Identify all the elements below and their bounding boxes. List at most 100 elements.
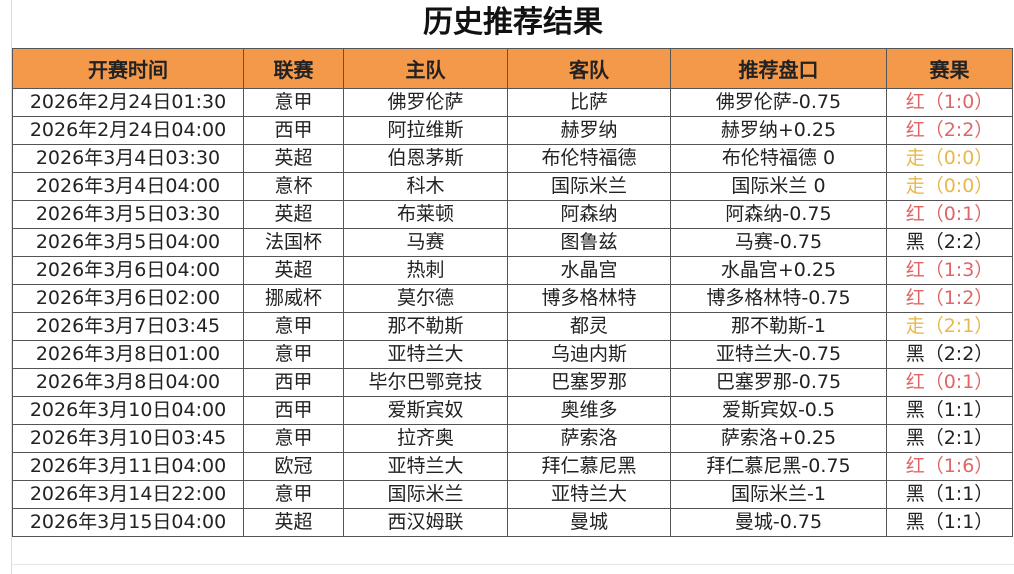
cell-result[interactable]: 红（1:3） — [886, 256, 1013, 285]
cell-home[interactable]: 热刺 — [343, 256, 508, 285]
cell-league[interactable]: 西甲 — [243, 368, 344, 397]
cell-away[interactable]: 曼城 — [507, 508, 671, 537]
cell-league[interactable]: 西甲 — [243, 396, 344, 425]
col-header-result[interactable]: 赛果 — [886, 48, 1013, 89]
cell-pick[interactable]: 阿森纳-0.75 — [670, 200, 887, 229]
cell-home[interactable]: 拉齐奥 — [343, 424, 508, 453]
cell-away[interactable]: 拜仁慕尼黑 — [507, 452, 671, 481]
cell-time[interactable]: 2026年3月11日04:00 — [12, 452, 244, 481]
cell-away[interactable]: 博多格林特 — [507, 284, 671, 313]
cell-away[interactable]: 奥维多 — [507, 396, 671, 425]
cell-pick[interactable]: 曼城-0.75 — [670, 508, 887, 537]
cell-time[interactable]: 2026年3月5日04:00 — [12, 228, 244, 257]
cell-pick[interactable]: 巴塞罗那-0.75 — [670, 368, 887, 397]
cell-time[interactable]: 2026年3月14日22:00 — [12, 480, 244, 509]
cell-league[interactable]: 英超 — [243, 256, 344, 285]
cell-result[interactable]: 红（1:6） — [886, 452, 1013, 481]
cell-time[interactable]: 2026年3月15日04:00 — [12, 508, 244, 537]
cell-league[interactable]: 意甲 — [243, 88, 344, 117]
cell-time[interactable]: 2026年3月4日03:30 — [12, 144, 244, 173]
cell-home[interactable]: 科木 — [343, 172, 508, 201]
cell-home[interactable]: 毕尔巴鄂竞技 — [343, 368, 508, 397]
cell-league[interactable]: 西甲 — [243, 116, 344, 145]
cell-away[interactable]: 乌迪内斯 — [507, 340, 671, 369]
cell-pick[interactable]: 那不勒斯-1 — [670, 312, 887, 341]
col-header-league[interactable]: 联赛 — [243, 48, 344, 89]
cell-home[interactable]: 马赛 — [343, 228, 508, 257]
cell-pick[interactable]: 赫罗纳+0.25 — [670, 116, 887, 145]
col-header-away[interactable]: 客队 — [507, 48, 671, 89]
cell-away[interactable]: 都灵 — [507, 312, 671, 341]
cell-pick[interactable]: 博多格林特-0.75 — [670, 284, 887, 313]
cell-pick[interactable]: 马赛-0.75 — [670, 228, 887, 257]
cell-home[interactable]: 亚特兰大 — [343, 340, 508, 369]
cell-pick[interactable]: 布伦特福德 0 — [670, 144, 887, 173]
cell-pick[interactable]: 水晶宫+0.25 — [670, 256, 887, 285]
cell-league[interactable]: 英超 — [243, 508, 344, 537]
cell-result[interactable]: 走（2:1） — [886, 312, 1013, 341]
cell-away[interactable]: 萨索洛 — [507, 424, 671, 453]
cell-away[interactable]: 水晶宫 — [507, 256, 671, 285]
cell-result[interactable]: 黑（2:2） — [886, 228, 1013, 257]
cell-time[interactable]: 2026年3月5日03:30 — [12, 200, 244, 229]
cell-result[interactable]: 红（1:2） — [886, 284, 1013, 313]
col-header-time[interactable]: 开赛时间 — [12, 48, 244, 89]
cell-result[interactable]: 红（1:0） — [886, 88, 1013, 117]
cell-time[interactable]: 2026年3月8日04:00 — [12, 368, 244, 397]
cell-result[interactable]: 黑（1:1） — [886, 480, 1013, 509]
cell-league[interactable]: 意甲 — [243, 312, 344, 341]
cell-away[interactable]: 比萨 — [507, 88, 671, 117]
cell-home[interactable]: 爱斯宾奴 — [343, 396, 508, 425]
cell-time[interactable]: 2026年3月6日04:00 — [12, 256, 244, 285]
cell-league[interactable]: 意甲 — [243, 480, 344, 509]
cell-away[interactable]: 亚特兰大 — [507, 480, 671, 509]
cell-time[interactable]: 2026年3月10日04:00 — [12, 396, 244, 425]
cell-away[interactable]: 国际米兰 — [507, 172, 671, 201]
cell-time[interactable]: 2026年2月24日01:30 — [12, 88, 244, 117]
cell-home[interactable]: 莫尔德 — [343, 284, 508, 313]
cell-pick[interactable]: 拜仁慕尼黑-0.75 — [670, 452, 887, 481]
cell-result[interactable]: 红（0:1） — [886, 200, 1013, 229]
cell-result[interactable]: 黑（1:1） — [886, 508, 1013, 537]
cell-away[interactable]: 赫罗纳 — [507, 116, 671, 145]
cell-pick[interactable]: 萨索洛+0.25 — [670, 424, 887, 453]
cell-league[interactable]: 意杯 — [243, 172, 344, 201]
cell-league[interactable]: 意甲 — [243, 424, 344, 453]
cell-pick[interactable]: 佛罗伦萨-0.75 — [670, 88, 887, 117]
cell-away[interactable]: 布伦特福德 — [507, 144, 671, 173]
cell-home[interactable]: 西汉姆联 — [343, 508, 508, 537]
cell-home[interactable]: 阿拉维斯 — [343, 116, 508, 145]
cell-league[interactable]: 意甲 — [243, 340, 344, 369]
cell-result[interactable]: 黑（2:2） — [886, 340, 1013, 369]
cell-home[interactable]: 国际米兰 — [343, 480, 508, 509]
cell-pick[interactable]: 国际米兰-1 — [670, 480, 887, 509]
cell-result[interactable]: 红（0:1） — [886, 368, 1013, 397]
cell-home[interactable]: 那不勒斯 — [343, 312, 508, 341]
cell-league[interactable]: 英超 — [243, 200, 344, 229]
cell-league[interactable]: 英超 — [243, 144, 344, 173]
col-header-home[interactable]: 主队 — [343, 48, 508, 89]
cell-result[interactable]: 黑（1:1） — [886, 396, 1013, 425]
cell-league[interactable]: 法国杯 — [243, 228, 344, 257]
cell-time[interactable]: 2026年3月6日02:00 — [12, 284, 244, 313]
cell-home[interactable]: 伯恩茅斯 — [343, 144, 508, 173]
cell-result[interactable]: 走（0:0） — [886, 144, 1013, 173]
cell-time[interactable]: 2026年3月10日03:45 — [12, 424, 244, 453]
cell-home[interactable]: 亚特兰大 — [343, 452, 508, 481]
cell-league[interactable]: 挪威杯 — [243, 284, 344, 313]
cell-away[interactable]: 巴塞罗那 — [507, 368, 671, 397]
cell-pick[interactable]: 国际米兰 0 — [670, 172, 887, 201]
cell-pick[interactable]: 亚特兰大-0.75 — [670, 340, 887, 369]
cell-time[interactable]: 2026年3月7日03:45 — [12, 312, 244, 341]
cell-result[interactable]: 黑（2:1） — [886, 424, 1013, 453]
cell-time[interactable]: 2026年3月8日01:00 — [12, 340, 244, 369]
cell-away[interactable]: 图鲁兹 — [507, 228, 671, 257]
cell-league[interactable]: 欧冠 — [243, 452, 344, 481]
cell-result[interactable]: 红（2:2） — [886, 116, 1013, 145]
cell-home[interactable]: 佛罗伦萨 — [343, 88, 508, 117]
cell-home[interactable]: 布莱顿 — [343, 200, 508, 229]
cell-result[interactable]: 走（0:0） — [886, 172, 1013, 201]
cell-away[interactable]: 阿森纳 — [507, 200, 671, 229]
cell-time[interactable]: 2026年3月4日04:00 — [12, 172, 244, 201]
cell-pick[interactable]: 爱斯宾奴-0.5 — [670, 396, 887, 425]
